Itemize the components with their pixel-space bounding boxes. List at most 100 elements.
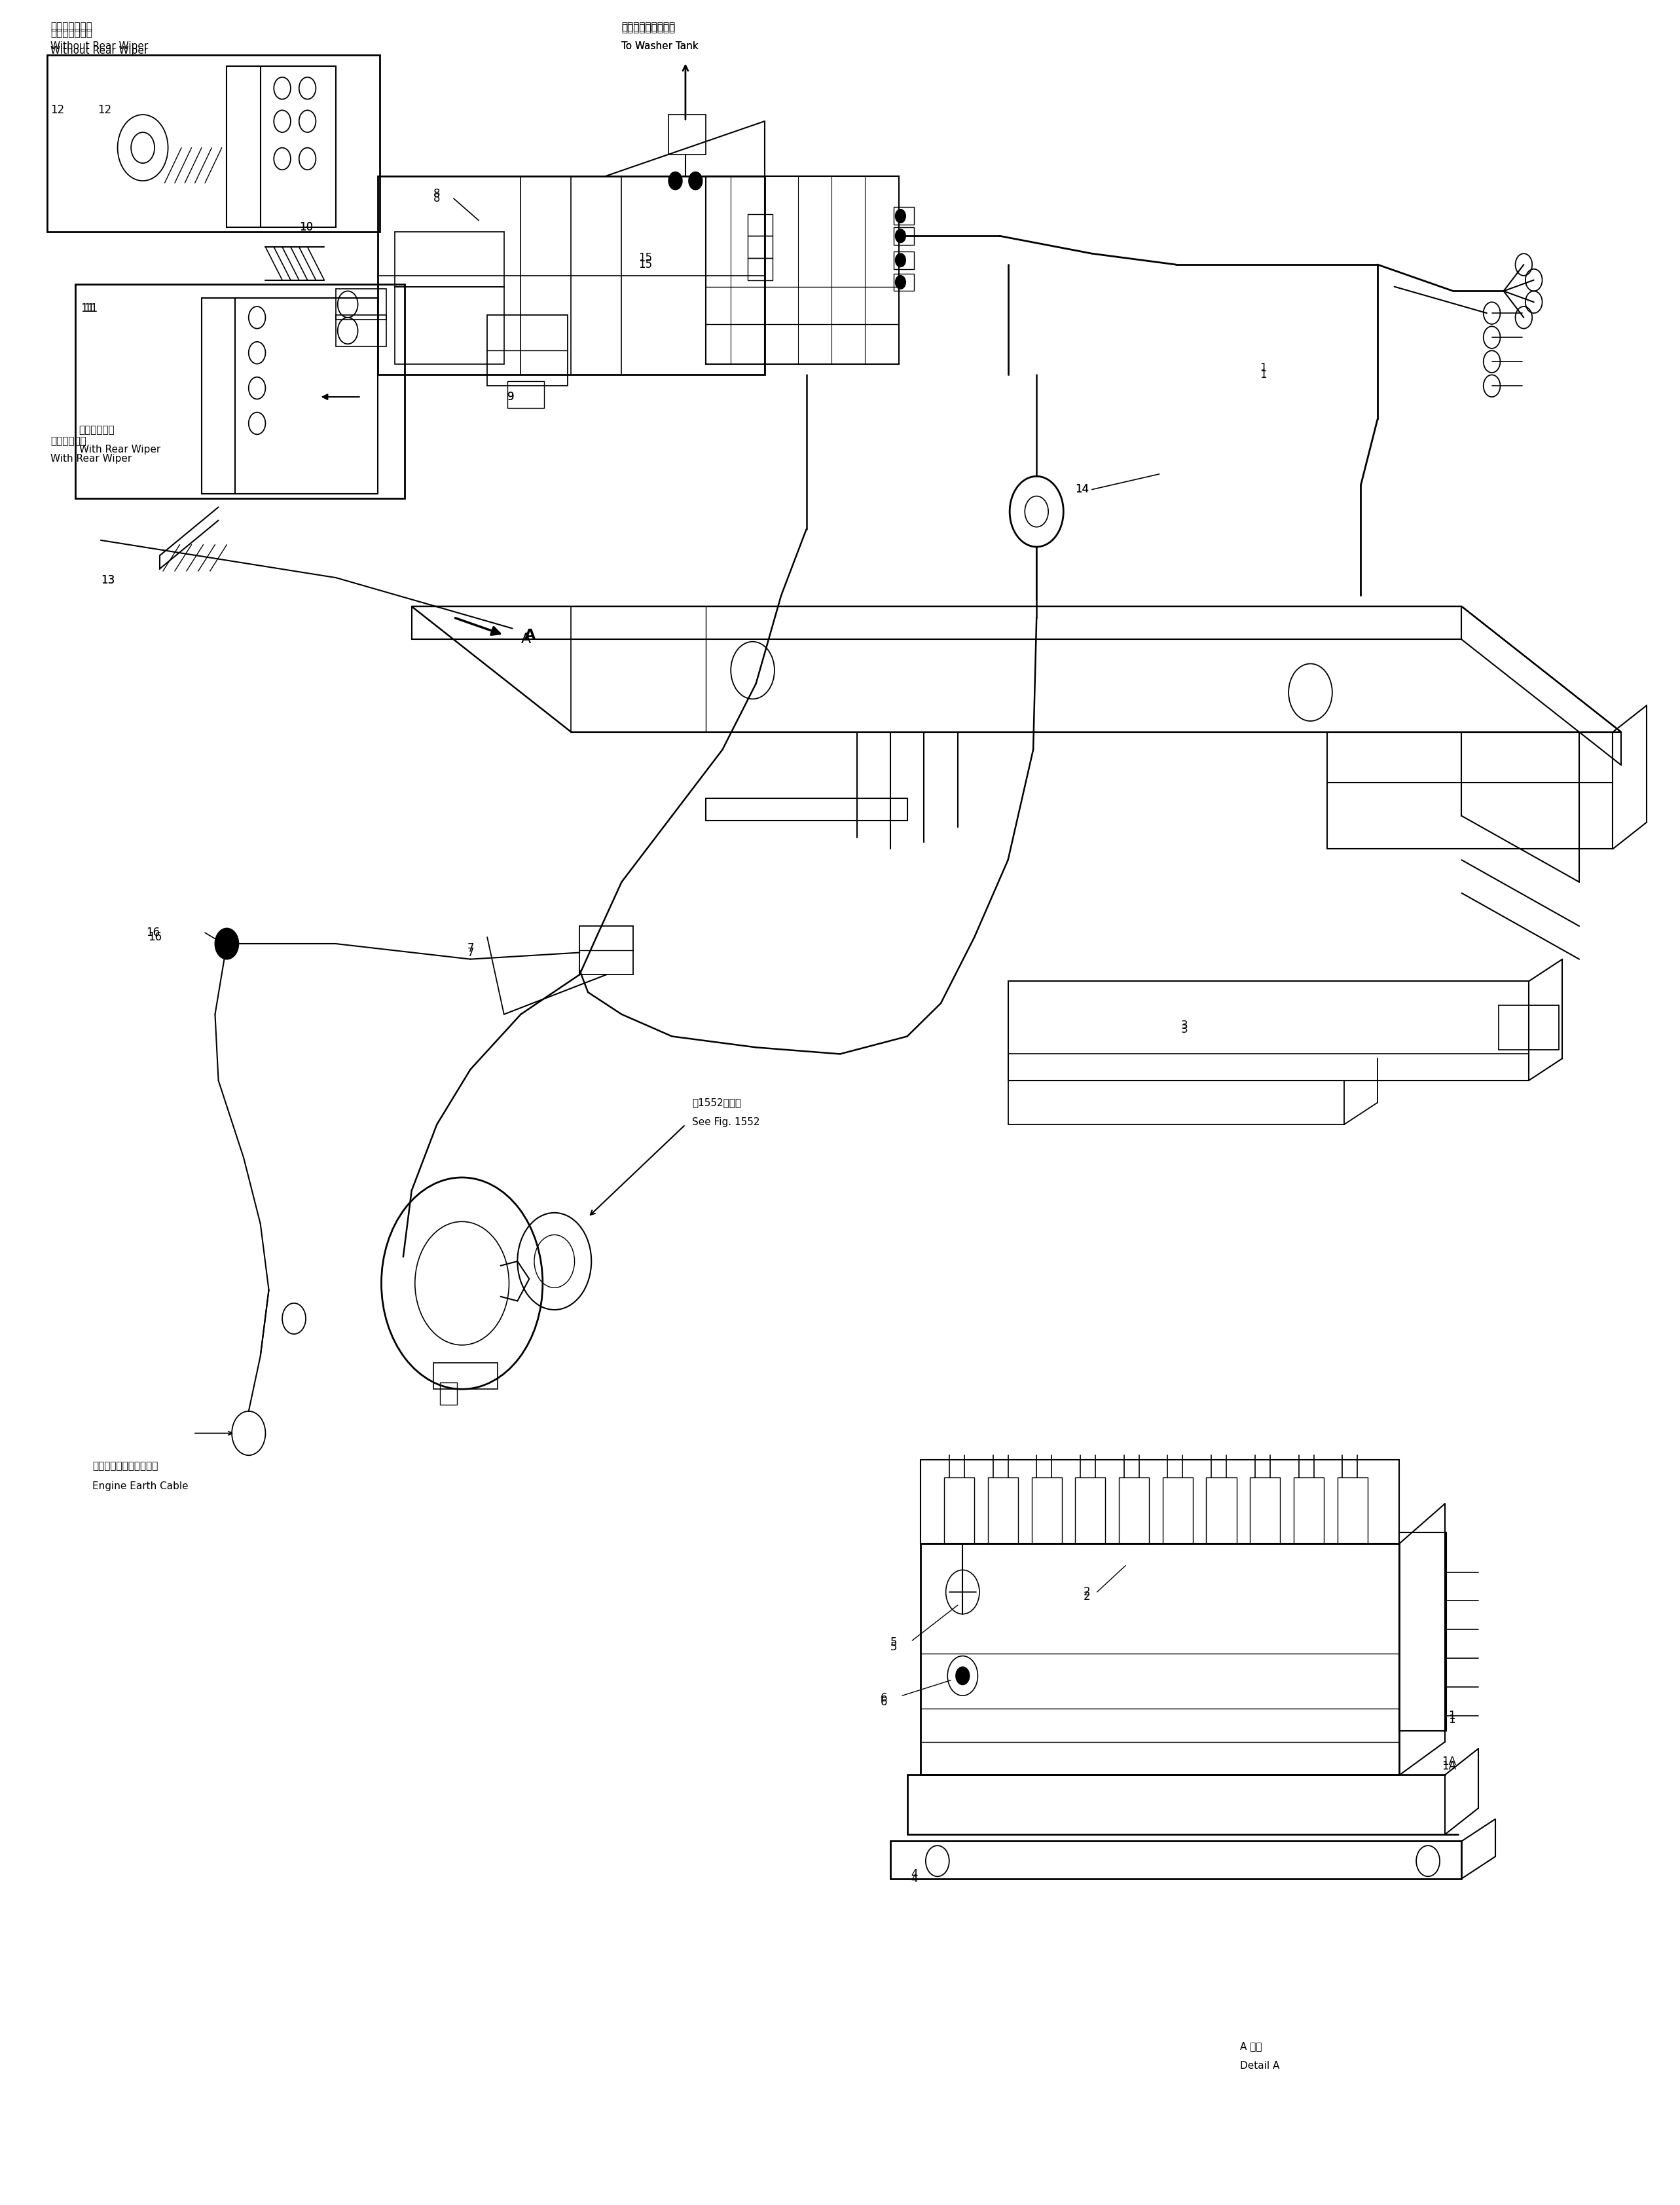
Bar — [433, 1363, 497, 1389]
Text: 9: 9 — [507, 390, 514, 404]
Bar — [1008, 981, 1529, 1080]
Bar — [894, 207, 914, 225]
Bar — [336, 289, 386, 320]
Text: Without Rear Wiper: Without Rear Wiper — [50, 42, 148, 51]
Text: 14: 14 — [1075, 483, 1089, 496]
Bar — [988, 1477, 1018, 1544]
Circle shape — [895, 276, 906, 289]
Text: 13: 13 — [101, 573, 114, 587]
Bar — [1119, 1477, 1149, 1544]
Text: 12: 12 — [97, 104, 111, 117]
Text: To Washer Tank: To Washer Tank — [622, 42, 699, 51]
Circle shape — [669, 172, 682, 190]
Bar — [580, 926, 633, 975]
Text: 3: 3 — [1181, 1023, 1188, 1036]
Circle shape — [956, 1667, 969, 1685]
Text: 1: 1 — [1260, 362, 1267, 375]
Bar — [378, 176, 764, 375]
Text: 7: 7 — [467, 942, 474, 955]
Text: 15: 15 — [638, 251, 652, 265]
Text: 1: 1 — [1448, 1713, 1455, 1727]
Text: 12: 12 — [50, 104, 64, 117]
Bar — [921, 1543, 1399, 1775]
Bar — [894, 227, 914, 245]
Bar — [748, 236, 773, 258]
Text: 6: 6 — [880, 1696, 887, 1709]
Text: 第1552図参照: 第1552図参照 — [692, 1098, 741, 1107]
Text: 1A: 1A — [1441, 1755, 1457, 1768]
Text: リヤワイバ付: リヤワイバ付 — [79, 426, 114, 434]
Text: Detail A: Detail A — [1240, 2062, 1280, 2070]
Text: リヤワイバなし: リヤワイバなし — [50, 29, 92, 37]
Text: 8: 8 — [433, 192, 440, 205]
Text: 10: 10 — [299, 221, 312, 234]
Bar — [47, 55, 380, 232]
Bar — [395, 232, 504, 287]
Text: A: A — [524, 628, 536, 642]
Text: 5: 5 — [890, 1641, 897, 1654]
Circle shape — [689, 172, 702, 190]
Text: リヤワイバなし: リヤワイバなし — [50, 22, 92, 31]
Text: 6: 6 — [880, 1691, 887, 1704]
Bar — [1032, 1477, 1062, 1544]
Text: Without Rear Wiper: Without Rear Wiper — [50, 46, 148, 55]
Text: 11: 11 — [84, 302, 97, 315]
Text: 1: 1 — [1448, 1709, 1455, 1722]
Text: 3: 3 — [1181, 1019, 1188, 1032]
Text: With Rear Wiper: With Rear Wiper — [50, 454, 131, 463]
Bar — [894, 273, 914, 291]
Bar — [1399, 1532, 1446, 1731]
Text: 2: 2 — [1084, 1590, 1090, 1603]
Text: 11: 11 — [81, 302, 94, 315]
Text: 14: 14 — [1075, 483, 1089, 496]
Text: 4: 4 — [911, 1868, 917, 1881]
Text: 10: 10 — [299, 221, 312, 234]
Text: 16: 16 — [146, 926, 160, 939]
Bar — [1206, 1477, 1236, 1544]
Text: 8: 8 — [433, 187, 440, 201]
Text: エンジンアースケーブル: エンジンアースケーブル — [92, 1462, 158, 1471]
Text: Engine Earth Cable: Engine Earth Cable — [92, 1482, 188, 1491]
Text: 4: 4 — [911, 1872, 917, 1885]
Text: 9: 9 — [507, 390, 514, 404]
Text: 2: 2 — [1084, 1585, 1090, 1599]
Bar — [1294, 1477, 1324, 1544]
Bar — [1529, 1005, 1559, 1050]
Text: 5: 5 — [890, 1636, 897, 1649]
Text: A: A — [521, 633, 531, 646]
Text: ウォッシャタンクへ: ウォッシャタンクへ — [622, 22, 675, 31]
Bar — [76, 284, 405, 498]
Text: 16: 16 — [148, 931, 161, 944]
Circle shape — [895, 254, 906, 267]
Text: A 詳細: A 詳細 — [1240, 2042, 1262, 2051]
Text: See Fig. 1552: See Fig. 1552 — [692, 1118, 759, 1127]
Bar — [487, 315, 568, 386]
Circle shape — [215, 928, 239, 959]
Text: 1A: 1A — [1441, 1760, 1457, 1773]
Text: 7: 7 — [467, 946, 474, 959]
Circle shape — [895, 209, 906, 223]
Bar — [921, 1460, 1399, 1544]
Text: 15: 15 — [638, 258, 652, 271]
Bar — [1250, 1477, 1280, 1544]
Bar — [894, 251, 914, 269]
Bar — [1075, 1477, 1105, 1544]
Bar — [706, 176, 899, 364]
Bar — [440, 1383, 457, 1405]
Text: 13: 13 — [101, 573, 114, 587]
Text: To Washer Tank: To Washer Tank — [622, 42, 699, 51]
Bar — [395, 287, 504, 364]
Text: ウォッシャタンクへ: ウォッシャタンクへ — [622, 24, 675, 33]
Bar — [944, 1477, 974, 1544]
Bar — [507, 381, 544, 408]
Text: リヤワイバ付: リヤワイバ付 — [50, 437, 86, 445]
Bar — [748, 214, 773, 236]
Bar — [1008, 1080, 1344, 1125]
Bar — [1337, 1477, 1368, 1544]
Bar — [1163, 1477, 1193, 1544]
Circle shape — [895, 229, 906, 243]
Bar — [336, 315, 386, 346]
Text: 1: 1 — [1260, 368, 1267, 381]
Text: With Rear Wiper: With Rear Wiper — [79, 445, 160, 454]
Bar — [748, 258, 773, 280]
